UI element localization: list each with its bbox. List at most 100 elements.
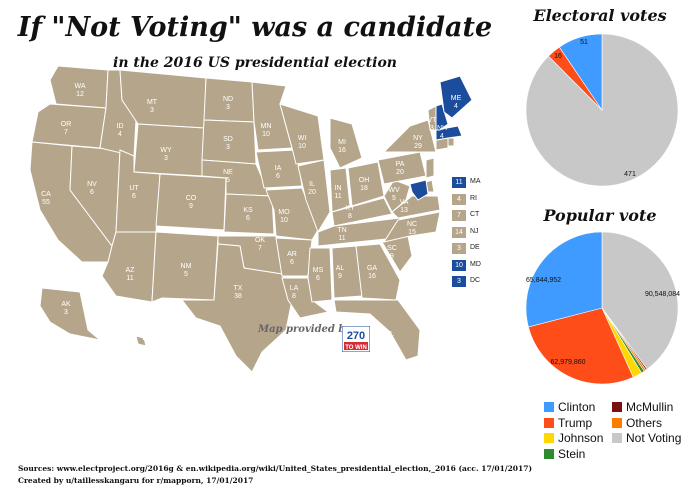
state-ev-AZ: 11	[126, 275, 133, 282]
state-ev-MN: 10	[262, 131, 270, 138]
legend-swatch	[544, 433, 554, 443]
state-ev-AK: 3	[64, 309, 68, 316]
state-label-OR: OR	[61, 121, 72, 128]
state-NM	[151, 231, 219, 303]
state-RI	[447, 137, 455, 147]
legend-label: Johnson	[558, 431, 604, 445]
legend-label: Clinton	[558, 400, 596, 414]
state-label-SD: SD	[223, 136, 233, 143]
state-ev-WV: 5	[392, 195, 396, 202]
state-label-LA: LA	[290, 285, 299, 292]
state-VA	[391, 195, 441, 219]
state-AK	[39, 287, 101, 341]
state-label-TX: TX	[234, 285, 243, 292]
state-FL	[333, 299, 421, 361]
state-HI	[135, 335, 147, 347]
legend-item-not-voting: Not Voting	[612, 431, 681, 445]
state-label-WY: WY	[160, 147, 172, 154]
small-state-abbr-CT: CT	[470, 211, 480, 218]
state-CO	[155, 173, 227, 231]
state-label-VA: VA	[400, 199, 409, 206]
state-ev-GA: 16	[368, 273, 376, 280]
state-MI	[329, 117, 363, 169]
legend-item-trump: Trump	[544, 416, 592, 430]
state-ev-FL: 29	[386, 339, 394, 346]
state-ev-TX: 38	[234, 293, 242, 300]
legend-label: Stein	[558, 446, 586, 461]
state-ev-IA: 6	[276, 173, 280, 180]
state-label-MN: MN	[261, 123, 272, 130]
legend-label: Others	[626, 415, 663, 430]
state-MD	[409, 179, 429, 201]
state-KS	[223, 193, 275, 235]
state-label-MS: MS	[313, 267, 324, 274]
small-state-abbr-DE: DE	[470, 244, 480, 251]
state-label-HI: HI	[143, 335, 150, 342]
270towin-logo: 270 TO WIN	[341, 325, 371, 353]
state-label-KS: KS	[243, 207, 253, 214]
credit-line: Created by u/taillesskangaru for r/mappo…	[18, 476, 254, 485]
small-state-abbr-MD: MD	[470, 260, 481, 268]
popular-label-not-voting: 90,548,084	[645, 291, 680, 298]
state-IN	[329, 167, 351, 213]
state-WI	[279, 103, 325, 165]
state-label-WI: WI	[298, 135, 307, 142]
state-ev-KY: 8	[348, 213, 352, 220]
legend-label: McMullin	[626, 400, 674, 414]
state-NH	[435, 103, 449, 131]
state-label-CA: CA	[41, 191, 51, 198]
state-ev-SD: 3	[226, 144, 230, 151]
state-label-WV: WV	[388, 187, 400, 194]
state-ev-AR: 6	[290, 259, 294, 266]
state-ev-VT: 3	[430, 125, 434, 132]
state-label-TN: TN	[337, 227, 346, 234]
state-ev-NE: 5	[226, 177, 230, 184]
map-title: If "Not Voting" was a candidate	[17, 12, 493, 43]
legend-label: Not Voting	[626, 431, 682, 445]
state-ev-CO: 9	[189, 203, 193, 210]
state-label-PA: PA	[396, 161, 405, 168]
popular-vote-title: Popular vote	[543, 206, 657, 225]
state-label-AL: AL	[336, 265, 345, 272]
state-ev-ND: 3	[226, 104, 230, 111]
state-label-OK: OK	[255, 237, 265, 244]
state-ev-KS: 6	[246, 215, 250, 222]
state-NC	[382, 211, 441, 243]
small-state-ev-RI: 4	[452, 193, 466, 205]
popular-label-clinton: 65,844,952	[526, 277, 561, 284]
state-label-VT: VT	[428, 117, 438, 124]
state-label-AK: AK	[61, 301, 71, 308]
electoral-slice-clinton	[558, 33, 603, 111]
state-NJ	[425, 157, 435, 179]
state-ev-VA: 13	[400, 207, 408, 214]
small-state-ev-CT: 7	[452, 210, 466, 221]
state-label-MO: MO	[278, 209, 290, 216]
state-label-IN: IN	[335, 185, 342, 192]
legend-swatch	[612, 417, 622, 428]
state-ev-NH: 4	[440, 133, 444, 140]
state-ev-SC: 9	[390, 253, 394, 260]
logo-270-text: 270	[347, 330, 365, 342]
popular-slice-clinton	[525, 231, 603, 328]
state-label-IL: IL	[309, 181, 315, 188]
state-ev-MT: 3	[150, 107, 154, 114]
logo-towin-text: TO WIN	[345, 345, 367, 351]
state-TX	[180, 243, 293, 373]
state-ev-NY: 29	[414, 143, 422, 150]
state-ev-LA: 8	[292, 293, 296, 300]
electoral-votes-title: Electoral votes	[533, 6, 667, 25]
state-label-AR: AR	[287, 251, 297, 258]
map-provided-by: Map provided by:	[258, 324, 355, 335]
state-ev-AL: 9	[338, 273, 342, 280]
state-label-OH: OH	[359, 177, 370, 184]
state-label-NM: NM	[181, 263, 192, 270]
state-label-ND: ND	[223, 96, 233, 103]
electoral-label-clinton: 51	[580, 39, 588, 46]
popular-vote-pie: 90,548,084 62,979,860 65,844,952	[525, 231, 680, 385]
state-ev-NV: 6	[90, 189, 94, 196]
state-label-NC: NC	[407, 221, 417, 228]
legend-item-stein: Stein	[544, 447, 585, 461]
state-ev-MO: 10	[280, 217, 288, 224]
legend-swatch	[544, 448, 554, 459]
state-MA	[435, 125, 463, 141]
